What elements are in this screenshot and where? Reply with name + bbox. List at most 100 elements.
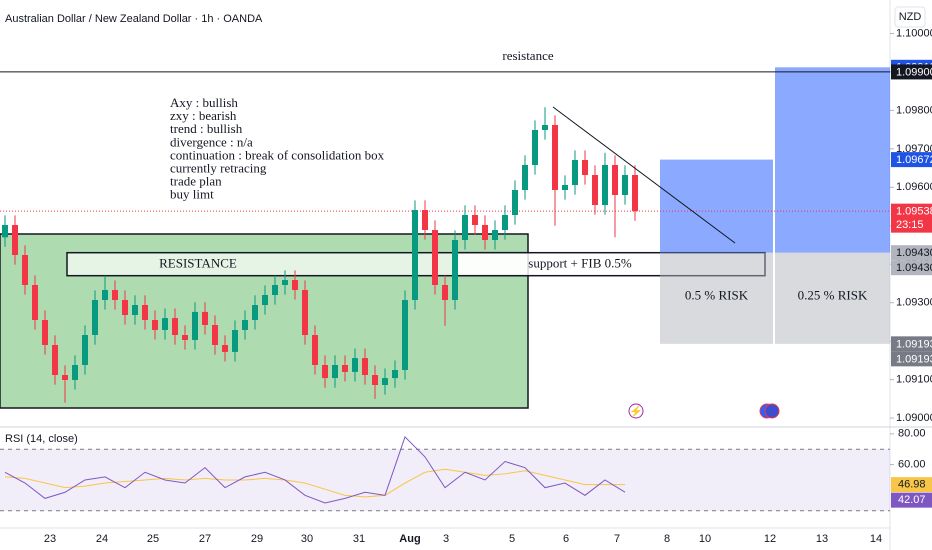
currency[interactable]: NZD: [899, 11, 922, 23]
rsi-ma-value: 46.98: [898, 479, 926, 491]
position-target: [660, 159, 773, 253]
position-label: 0.25 % RISK: [798, 287, 868, 302]
candle-body: [12, 225, 18, 255]
price-label-box: [891, 203, 932, 233]
candle-body: [372, 375, 378, 385]
x-tick-label: 7: [614, 533, 620, 545]
rsi-y-tick-label: 80.00: [898, 428, 926, 440]
candle-body: [402, 300, 408, 370]
price-label-box: [891, 152, 932, 168]
candle-body: [132, 305, 138, 315]
price-label: 1.09430: [896, 262, 932, 274]
x-tick-label: 5: [509, 533, 515, 545]
x-tick-label: 10: [699, 533, 711, 545]
price-label-box: [891, 260, 932, 276]
x-tick-label: 6: [563, 533, 569, 545]
candle-body: [602, 165, 608, 205]
price-label-box: [891, 64, 932, 80]
note: continuation : break of consolidation bo…: [170, 147, 385, 162]
candle-body: [562, 185, 568, 190]
x-tick-label: 14: [870, 533, 882, 545]
countdown: 23:15: [896, 219, 924, 231]
rsi-line: [4, 435, 626, 504]
candle-body: [122, 300, 128, 315]
price-label: 1.09672: [896, 154, 932, 166]
candle-body: [342, 365, 348, 372]
position-stop: [775, 252, 890, 344]
candle-body: [312, 335, 318, 365]
resistance-line-label: resistance: [502, 48, 553, 63]
price-label-box: [891, 351, 932, 367]
price-label: 1.09900: [896, 66, 932, 78]
note: trend : bullish: [170, 121, 243, 136]
candle-body: [302, 290, 308, 335]
x-tick-label: 29: [251, 533, 263, 545]
y-tick-label: 1.09300: [896, 297, 932, 309]
x-tick-label: 12: [764, 533, 776, 545]
currency-button[interactable]: [894, 6, 926, 28]
candle-body: [112, 290, 118, 300]
candle-body: [482, 225, 488, 240]
candle-body: [412, 210, 418, 300]
candle-body: [332, 365, 338, 379]
candle-body: [172, 318, 178, 335]
candle-body: [2, 225, 8, 238]
rsi-value: 42.07: [898, 494, 926, 506]
candle-body: [612, 165, 618, 195]
candle-body: [472, 215, 478, 225]
candle-body: [422, 210, 428, 230]
position-label: 0.5 % RISK: [685, 287, 749, 302]
candle-body: [382, 378, 388, 385]
candle-body: [282, 280, 288, 285]
y-tick-label: 1.09000: [896, 412, 932, 424]
x-tick-label: 13: [816, 533, 828, 545]
x-tick-label: 25: [147, 533, 159, 545]
note: trade plan: [170, 174, 222, 189]
trend-line: [552, 106, 736, 244]
candle-body: [252, 305, 258, 320]
x-tick-label: 24: [96, 533, 108, 545]
candle-body: [62, 375, 68, 380]
x-tick-label: 3: [443, 533, 449, 545]
candle-body: [552, 125, 558, 190]
x-tick-label: 23: [44, 533, 56, 545]
candle-body: [162, 318, 168, 330]
candle-body: [292, 280, 298, 290]
note: Axy : bullish: [170, 95, 238, 110]
candle-body: [242, 320, 248, 330]
candle-body: [142, 305, 148, 320]
candle-body: [72, 365, 78, 380]
rsi-band: [0, 449, 890, 511]
candle-body: [152, 320, 158, 330]
candle-body: [522, 165, 528, 190]
price-label: 1.09193: [896, 338, 932, 350]
note: currently retracing: [170, 160, 267, 175]
candle-body: [262, 295, 268, 305]
y-tick-label: 1.10000: [896, 27, 932, 39]
candle-body: [102, 290, 108, 300]
candle-body: [22, 255, 28, 285]
candle-body: [572, 160, 578, 185]
candle-body: [222, 345, 228, 352]
candle-body: [512, 190, 518, 215]
event-icon[interactable]: [628, 403, 644, 419]
rsi-ma-value-box: [891, 477, 932, 493]
x-tick-label: 27: [199, 533, 211, 545]
event-icon[interactable]: [764, 403, 780, 419]
x-tick-label: Aug: [399, 533, 420, 545]
resistance-box-label: RESISTANCE: [159, 256, 237, 271]
y-tick-label: 1.09600: [896, 181, 932, 193]
candle-body: [232, 330, 238, 352]
position-stop: [660, 252, 773, 344]
candle-body: [192, 311, 198, 340]
price-label-box: [891, 245, 932, 261]
y-tick-label: 1.09100: [896, 374, 932, 386]
candle-body: [502, 215, 508, 230]
candle-body: [322, 365, 328, 379]
rsi-value-box: [891, 492, 932, 508]
x-tick-label: 8: [664, 533, 670, 545]
candle-body: [632, 175, 638, 212]
candle-body: [82, 335, 88, 365]
candle-body: [622, 175, 628, 195]
